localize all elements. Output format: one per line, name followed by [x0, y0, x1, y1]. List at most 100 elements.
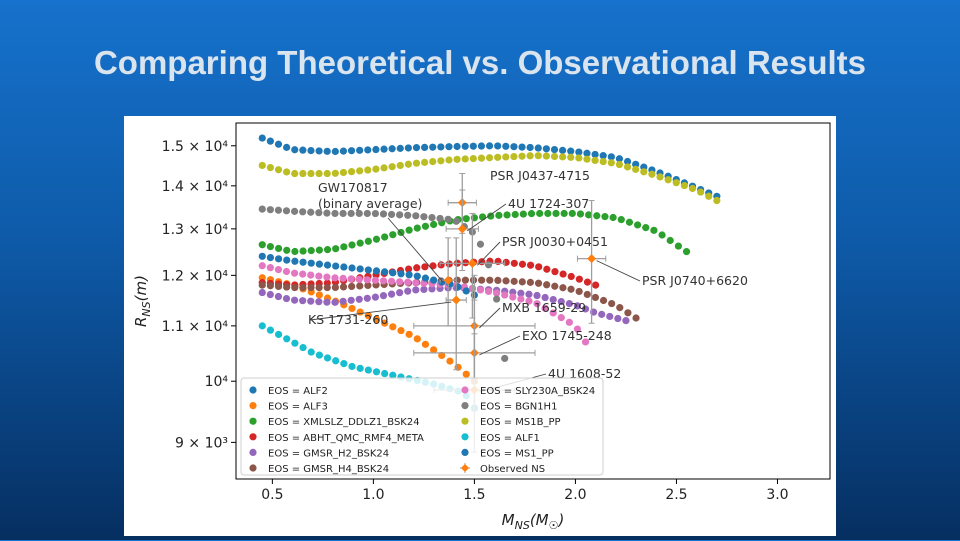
series-point: [615, 155, 624, 163]
series-point: [323, 283, 331, 292]
legend-marker: [461, 433, 469, 441]
series-point: [592, 281, 600, 289]
x-axis-label: MNS(M☉): [502, 511, 565, 532]
series-point: [632, 160, 640, 168]
series-point: [299, 283, 307, 292]
series-point: [510, 152, 518, 161]
series-point: [258, 241, 266, 249]
series-point: [633, 221, 642, 229]
series-point: [364, 312, 372, 320]
series-point: [405, 271, 413, 279]
series-point: [453, 155, 461, 163]
series-point: [705, 192, 713, 200]
series-point: [266, 253, 275, 262]
series-point: [404, 278, 412, 286]
series-point: [413, 264, 421, 272]
series-point: [404, 160, 412, 168]
series-point: [453, 142, 461, 151]
series-point: [379, 277, 388, 285]
observed-point-2: [439, 212, 506, 319]
series-point: [624, 309, 632, 317]
x-tick-label: 3.0: [766, 487, 788, 503]
observed-point-1: [445, 189, 479, 272]
observed-point-5: [445, 237, 467, 371]
series-point: [290, 296, 299, 304]
series-point: [428, 285, 436, 293]
annotation-label: KS 1731-260: [308, 312, 388, 327]
series-point: [258, 322, 266, 330]
series-point: [559, 270, 567, 278]
series-point: [534, 144, 542, 152]
series-point: [526, 143, 534, 152]
series-point: [476, 240, 485, 248]
series-point: [421, 263, 429, 271]
series-point: [437, 143, 445, 151]
series-10: [258, 252, 479, 299]
series-point: [559, 153, 567, 161]
series-point: [517, 295, 525, 303]
series-point: [656, 173, 664, 181]
series-point: [356, 146, 364, 154]
series-point: [404, 211, 412, 219]
series-point: [445, 143, 453, 151]
series-point: [565, 299, 573, 308]
series-point: [307, 146, 315, 155]
series-point: [307, 283, 315, 292]
legend-marker: [249, 417, 257, 425]
series-point: [347, 147, 356, 155]
series-point: [623, 163, 632, 171]
annotation-1: 4U 1724-307: [467, 196, 589, 232]
annotation-label: PSR J0437-4715: [490, 168, 590, 183]
series-0: [258, 134, 721, 200]
series-point: [388, 145, 396, 153]
series-point: [632, 165, 640, 173]
series-point: [274, 244, 283, 253]
observed-marker: [467, 258, 477, 268]
series-point: [331, 147, 339, 156]
series-point: [299, 146, 307, 154]
series-point: [364, 237, 372, 245]
series-point: [526, 261, 535, 269]
series-point: [557, 297, 565, 306]
series-point: [283, 283, 291, 291]
legend-marker: [461, 448, 469, 456]
legend-marker: [249, 448, 257, 456]
series-point: [389, 231, 397, 239]
series-point: [581, 305, 590, 313]
series-point: [381, 233, 389, 241]
series-point: [299, 343, 307, 352]
x-tick-label: 1.5: [463, 487, 485, 503]
annotation-0: PSR J0437-4715: [490, 168, 590, 183]
series-point: [583, 155, 591, 163]
series-point: [557, 314, 565, 322]
series-point: [283, 168, 291, 176]
series-point: [396, 144, 404, 152]
legend-label: EOS = GMSR_H2_BSK24: [268, 448, 389, 459]
x-tick-label: 2.5: [665, 487, 687, 503]
series-point: [323, 261, 332, 269]
series-point: [658, 231, 666, 239]
series-point: [274, 292, 283, 301]
series-point: [258, 205, 266, 213]
series-point: [355, 295, 363, 303]
legend-label: Observed NS: [480, 464, 545, 475]
series-point: [510, 143, 518, 151]
series-point: [623, 157, 632, 166]
series-point: [364, 281, 372, 290]
series-point: [323, 246, 332, 254]
series-point: [331, 298, 339, 306]
series-point: [274, 140, 283, 148]
annotation-6: MXB 1659-29: [479, 300, 586, 329]
series-point: [283, 143, 291, 151]
series-point: [315, 169, 323, 178]
annotation-7: EXO 1745-248: [479, 328, 612, 356]
observed-point-3: [576, 200, 607, 324]
series-point: [575, 154, 583, 162]
series-point: [616, 304, 624, 312]
series-point: [266, 264, 274, 272]
series-point: [494, 153, 502, 161]
series-point: [413, 335, 421, 343]
legend-marker: [249, 433, 257, 441]
series-point: [680, 181, 688, 190]
series-point: [430, 276, 438, 284]
